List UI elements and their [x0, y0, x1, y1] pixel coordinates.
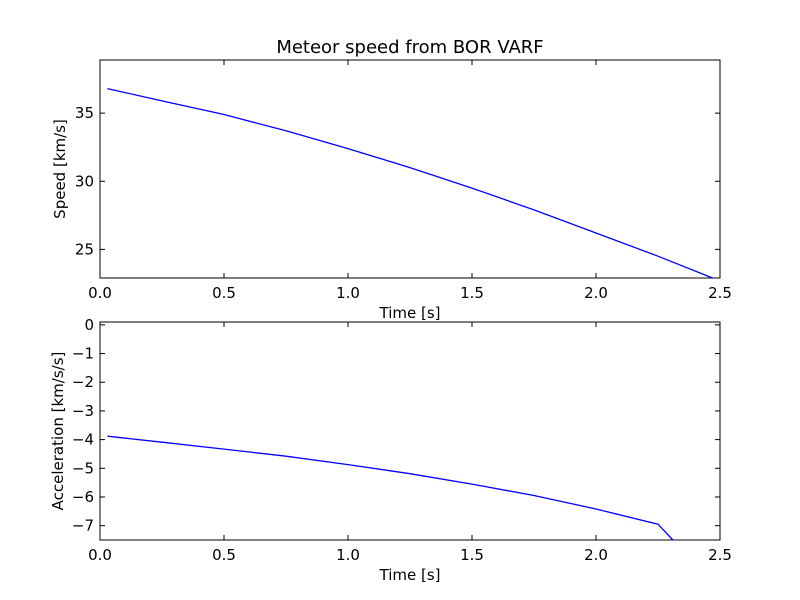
acceleration-y-ticks: −7 −6 −5 −4 −3 −2 −1 0	[72, 316, 720, 535]
speed-x-tick-label: 1.5	[460, 284, 484, 302]
acceleration-series	[107, 435, 674, 541]
acceleration-x-tick-label: 0.0	[88, 546, 112, 564]
speed-x-tick-label: 2.0	[584, 284, 608, 302]
acceleration-y-tick-label: −4	[72, 431, 94, 449]
speed-y-axis-label: Speed [km/s]	[51, 119, 69, 219]
chart-title: Meteor speed from BOR VARF	[276, 37, 543, 58]
acceleration-x-tick-label: 1.5	[460, 546, 484, 564]
acceleration-y-tick-label: 0	[84, 316, 94, 334]
speed-x-axis-label: Time [s]	[379, 304, 441, 322]
speed-y-tick-label: 30	[75, 172, 94, 190]
speed-y-tick-label: 35	[75, 104, 94, 122]
speed-x-tick-label: 1.0	[336, 284, 360, 302]
acceleration-x-tick-label: 0.5	[212, 546, 236, 564]
acceleration-x-axis-label: Time [s]	[379, 566, 441, 584]
acceleration-y-tick-label: −2	[72, 373, 94, 391]
speed-x-tick-label: 0.5	[212, 284, 236, 302]
speed-y-tick-label: 25	[75, 240, 94, 258]
acceleration-x-tick-label: 2.0	[584, 546, 608, 564]
acceleration-y-axis-label: Acceleration [km/s/s]	[49, 352, 67, 511]
speed-plot: 0.0 0.5 1.0 1.5 2.0 2.5 25 30 35 Time [s] Speed…	[51, 59, 732, 322]
acceleration-x-tick-label: 2.5	[708, 546, 732, 564]
acceleration-y-tick-label: −5	[72, 459, 94, 477]
speed-plot-frame	[99, 59, 721, 279]
acceleration-y-tick-label: −7	[72, 517, 94, 535]
acceleration-y-tick-label: −1	[72, 345, 94, 363]
acceleration-x-ticks: 0.0 0.5 1.0 1.5 2.0 2.5	[88, 322, 732, 564]
acceleration-plot-frame	[99, 321, 721, 541]
acceleration-y-tick-label: −3	[72, 402, 94, 420]
speed-series-line	[107, 87, 713, 279]
speed-x-ticks: 0.0 0.5 1.0 1.5 2.0 2.5	[88, 60, 732, 302]
speed-y-ticks: 25 30 35	[75, 104, 720, 258]
speed-x-tick-label: 2.5	[708, 284, 732, 302]
speed-x-tick-label: 0.0	[88, 284, 112, 302]
acceleration-series-line	[107, 435, 674, 541]
speed-series	[107, 87, 713, 279]
acceleration-plot: 0.0 0.5 1.0 1.5 2.0 2.5 −7 −6 −5 −4 −3 −2 −1 0 Time …	[49, 316, 732, 584]
acceleration-y-tick-label: −6	[72, 488, 94, 506]
acceleration-x-tick-label: 1.0	[336, 546, 360, 564]
